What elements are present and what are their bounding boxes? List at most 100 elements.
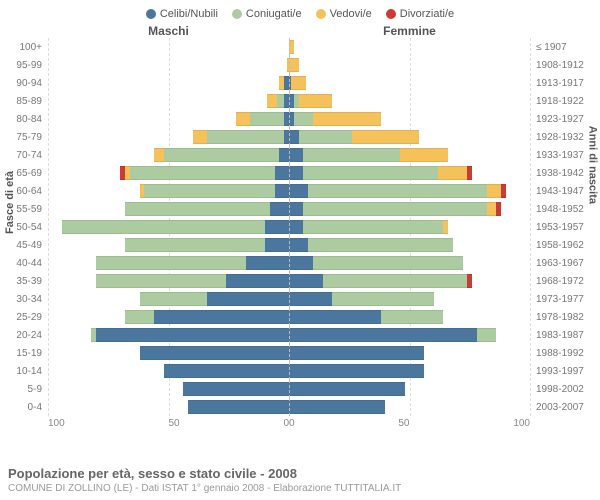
bar-segment xyxy=(303,202,486,216)
bar-segment xyxy=(289,184,308,198)
bar-segment xyxy=(250,112,284,126)
bar-segment xyxy=(188,400,289,414)
birth-year-label: 1913-1917 xyxy=(530,78,600,89)
age-row: 40-441963-1967 xyxy=(0,254,600,272)
age-label: 35-39 xyxy=(0,276,48,287)
male-bar xyxy=(140,292,289,306)
male-bar xyxy=(62,220,289,234)
birth-year-label: 1948-1952 xyxy=(530,204,600,215)
bar-segment xyxy=(207,292,289,306)
male-bar xyxy=(279,76,289,90)
male-bar xyxy=(125,238,289,252)
male-bar xyxy=(96,274,289,288)
age-row: 80-841923-1927 xyxy=(0,110,600,128)
male-bar xyxy=(164,364,289,378)
bar-segment xyxy=(275,184,289,198)
age-row: 85-891918-1922 xyxy=(0,92,600,110)
x-tick: 0 xyxy=(289,418,295,429)
birth-year-label: 1928-1932 xyxy=(530,132,600,143)
birth-year-label: 1998-2002 xyxy=(530,384,600,395)
bar-segment xyxy=(289,130,299,144)
bar-segment xyxy=(291,76,305,90)
age-row: 75-79 1928-1932 xyxy=(0,128,600,146)
legend-label: Vedovi/e xyxy=(330,8,372,20)
age-row: 50-541953-1957 xyxy=(0,218,600,236)
female-bar xyxy=(289,202,501,216)
legend-label: Divorziati/e xyxy=(400,8,454,20)
bar-segment xyxy=(299,130,352,144)
age-label: 25-29 xyxy=(0,312,48,323)
bar-segment xyxy=(154,148,164,162)
female-bar xyxy=(289,184,506,198)
birth-year-label: 1988-1992 xyxy=(530,348,600,359)
legend-label: Coniugati/e xyxy=(246,8,302,20)
age-label: 75-79 xyxy=(0,132,48,143)
legend-label: Celibi/Nubili xyxy=(160,8,218,20)
x-ticks-female: 050100 xyxy=(289,418,530,429)
male-bar xyxy=(91,328,289,342)
legend-swatch xyxy=(316,9,326,19)
birth-year-label: 1908-1912 xyxy=(530,60,600,71)
bar-segment xyxy=(289,148,303,162)
age-row: 10-14 1993-1997 xyxy=(0,362,600,380)
age-row: 35-391968-1972 xyxy=(0,272,600,290)
male-bar xyxy=(154,148,289,162)
birth-year-label: 1918-1922 xyxy=(530,96,600,107)
bar-segment xyxy=(140,292,207,306)
x-tick: 100 xyxy=(48,418,65,429)
female-bar xyxy=(289,346,424,360)
age-row: 65-691938-1942 xyxy=(0,164,600,182)
birth-year-label: 1978-1982 xyxy=(530,312,600,323)
age-label: 5-9 xyxy=(0,384,48,395)
bar-segment xyxy=(164,364,289,378)
legend-item: Celibi/Nubili xyxy=(146,8,218,20)
bar-segment xyxy=(144,184,274,198)
x-tick: 50 xyxy=(398,418,409,429)
bar-segment xyxy=(289,166,303,180)
rows-container: 100+≤ 190795-991908-191290-941913-191785… xyxy=(0,38,600,416)
male-bar xyxy=(140,346,289,360)
bar-segment xyxy=(289,346,424,360)
bar-segment xyxy=(308,184,486,198)
legend-item: Vedovi/e xyxy=(316,8,372,20)
male-bar xyxy=(125,202,289,216)
bar-segment xyxy=(96,256,245,270)
bar-segment xyxy=(487,184,501,198)
bar-segment xyxy=(164,148,280,162)
male-bar xyxy=(183,382,289,396)
bar-segment xyxy=(277,94,284,108)
bar-segment xyxy=(352,130,419,144)
age-row: 15-191988-1992 xyxy=(0,344,600,362)
birth-year-label: 1993-1997 xyxy=(530,366,600,377)
bar-segment xyxy=(289,382,405,396)
male-bar xyxy=(193,130,289,144)
legend-swatch xyxy=(386,9,396,19)
x-axis: 100500 050100 xyxy=(0,418,600,429)
bar-segment xyxy=(289,292,332,306)
female-bar xyxy=(289,292,434,306)
bar-segment xyxy=(313,112,380,126)
bar-segment xyxy=(438,166,467,180)
caption-subtitle: COMUNE DI ZOLLINO (LE) - Dati ISTAT 1° g… xyxy=(8,483,592,494)
birth-year-label: ≤ 1907 xyxy=(530,42,600,53)
male-bar xyxy=(140,184,289,198)
bar-segment xyxy=(125,238,265,252)
female-bar xyxy=(289,364,424,378)
male-bar xyxy=(236,112,289,126)
bar-segment xyxy=(265,220,289,234)
x-tick: 50 xyxy=(169,418,180,429)
bar-segment xyxy=(289,220,303,234)
age-label: 20-24 xyxy=(0,330,48,341)
bar-segment xyxy=(236,112,250,126)
bar-segment xyxy=(289,58,299,72)
female-bar xyxy=(289,94,332,108)
age-label: 10-14 xyxy=(0,366,48,377)
age-label: 80-84 xyxy=(0,114,48,125)
age-row: 60-641943-1947 xyxy=(0,182,600,200)
age-label: 50-54 xyxy=(0,222,48,233)
age-row: 95-991908-1912 xyxy=(0,56,600,74)
legend-item: Coniugati/e xyxy=(232,8,302,20)
age-row: 70-741933-1937 xyxy=(0,146,600,164)
birth-year-label: 1938-1942 xyxy=(530,168,600,179)
female-bar xyxy=(289,400,385,414)
